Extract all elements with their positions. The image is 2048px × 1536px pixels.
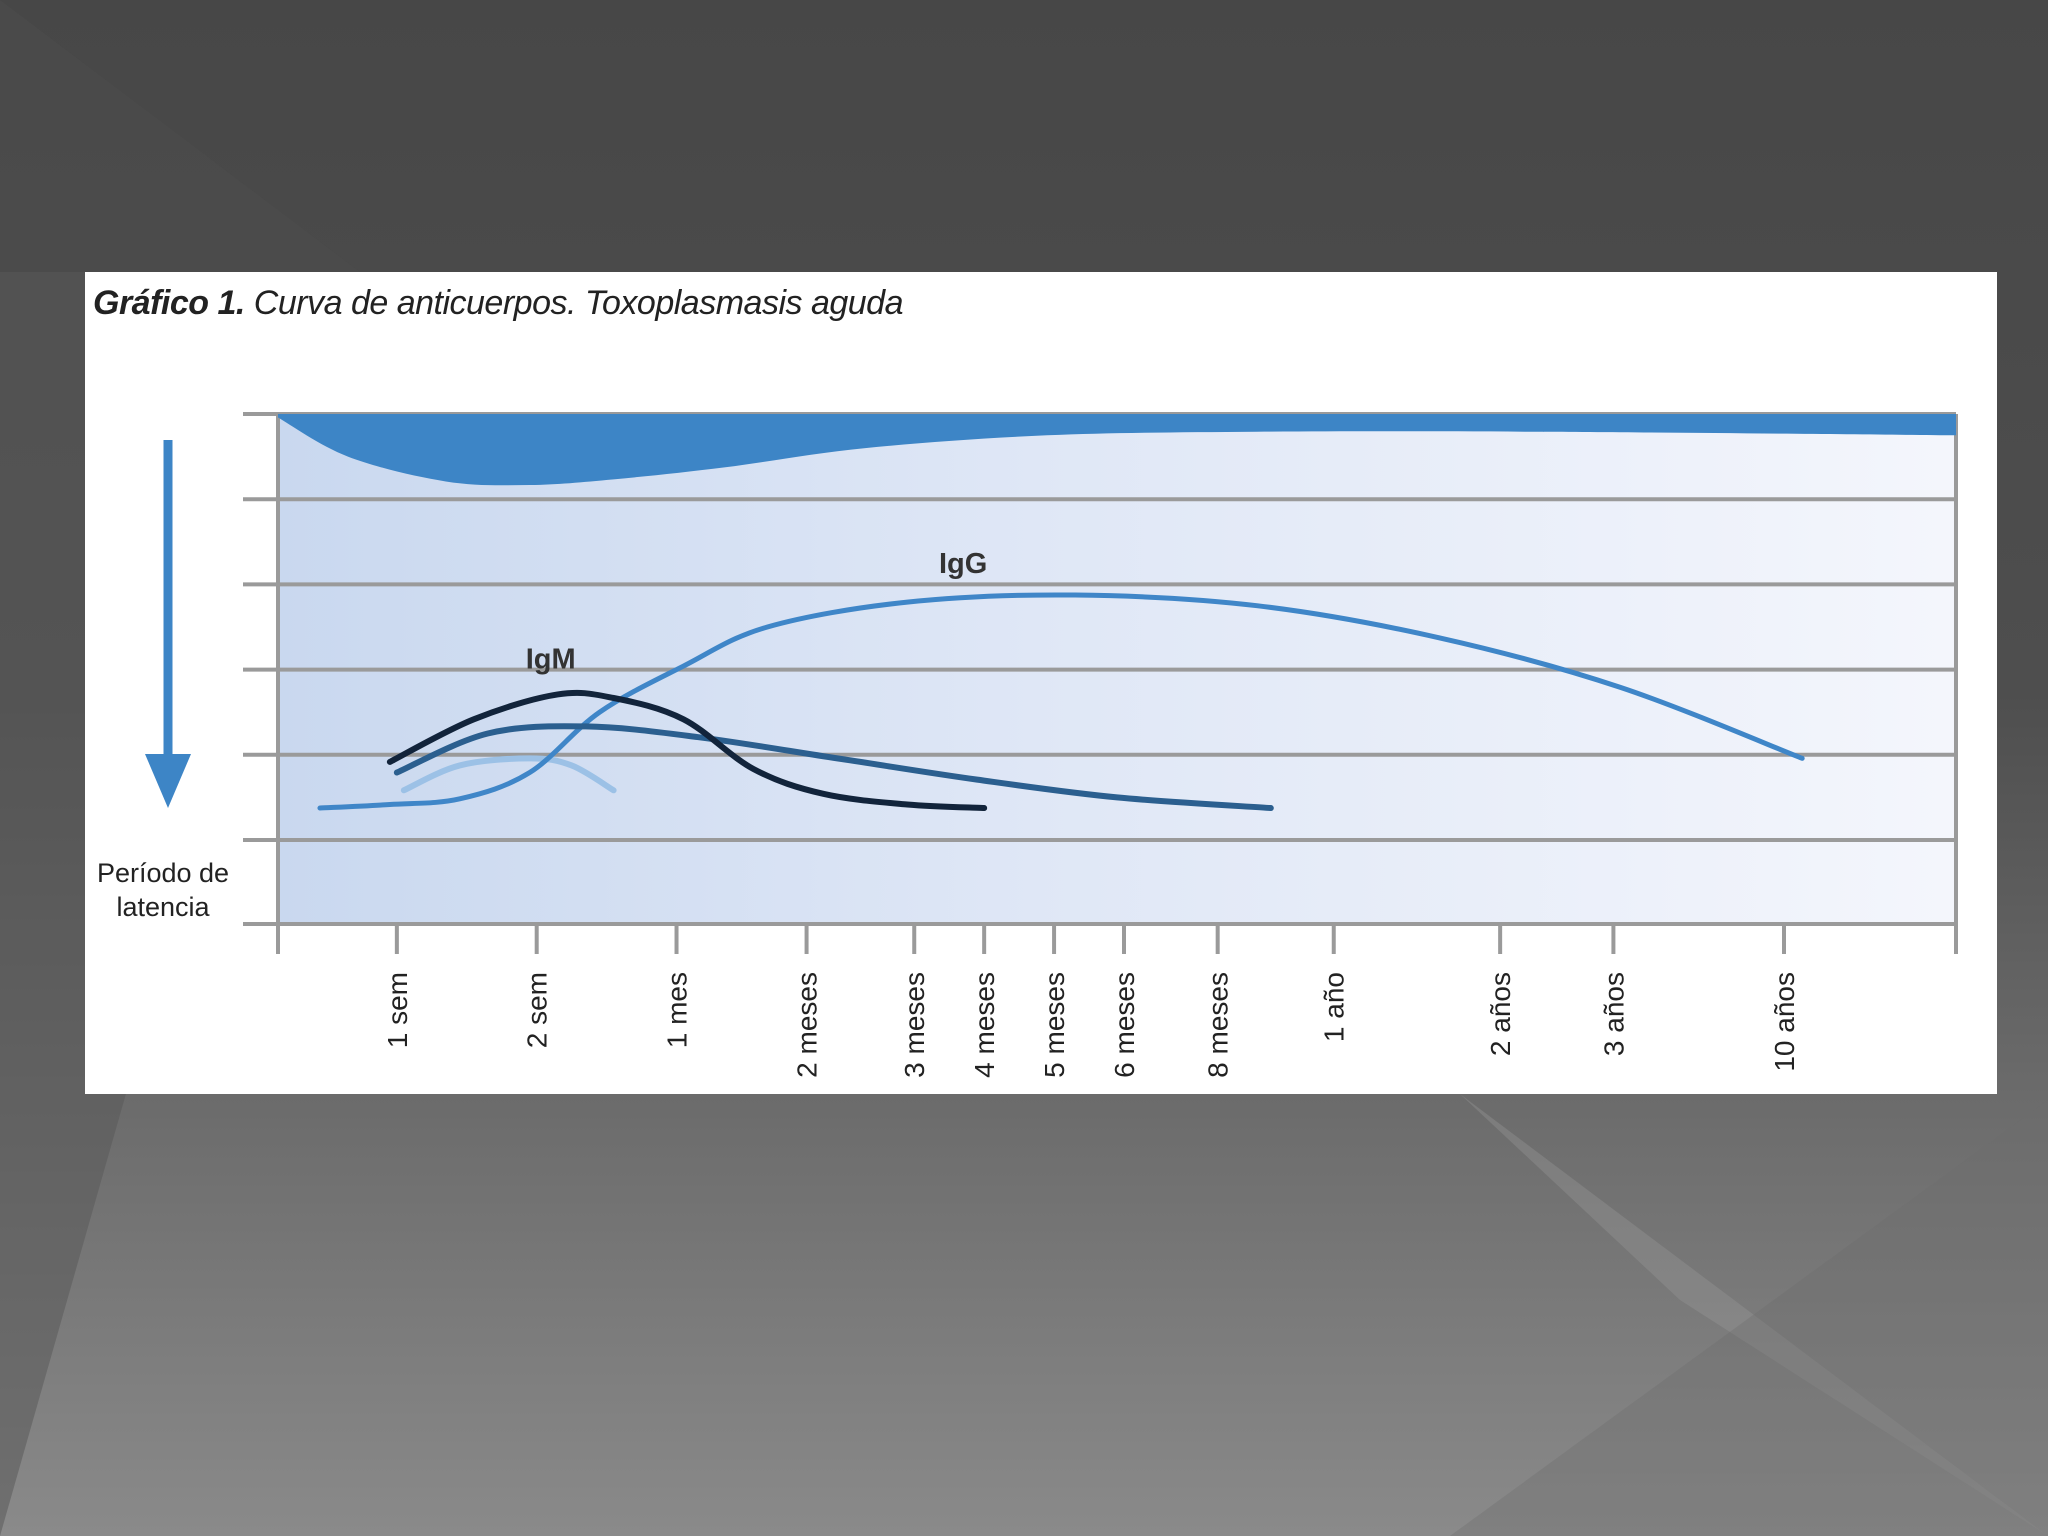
x-tick-label: 8 meses [1203, 972, 1234, 1078]
x-tick-label: 1 mes [662, 972, 693, 1048]
x-tick-label: 2 años [1485, 972, 1516, 1056]
x-tick-label: 4 meses [969, 972, 1000, 1078]
series-line-igg [317, 592, 1805, 811]
series-line-igm-light [400, 755, 617, 794]
series-line-igm-medium [393, 723, 1274, 812]
x-tick-label: 5 meses [1039, 972, 1070, 1078]
series-line-igm [386, 689, 988, 812]
latency-label-line-1: Período de [97, 858, 229, 888]
chart-title-number: Gráfico 1. [93, 284, 245, 322]
x-axis: 1 sem 2 sem 1 mes 2 meses 3 meses 4 meses 5 me… [382, 924, 1800, 1078]
x-tick-label: 1 año [1319, 972, 1350, 1042]
igm-label: IgM [526, 643, 576, 675]
latency-label-line-2: latencia [116, 892, 210, 922]
latency-annotation: Período de latencia [97, 440, 229, 922]
down-arrow-head-icon [145, 754, 191, 808]
x-tick-label: 6 meses [1109, 972, 1140, 1078]
chart-title-text: Curva de anticuerpos. Toxoplasmasis agud… [253, 284, 904, 322]
igg-label: IgG [939, 548, 987, 580]
chart-title: Gráfico 1. Curva de anticuerpos. Toxopla… [93, 284, 904, 323]
top-band-area [278, 414, 1956, 486]
x-tick-label: 2 meses [792, 972, 823, 1078]
x-tick-label: 10 años [1769, 972, 1800, 1072]
chart-panel: 1 sem 2 sem 1 mes 2 meses 3 meses 4 meses 5 me… [85, 272, 1997, 1094]
x-tick-label: 3 años [1598, 972, 1629, 1056]
chart: 1 sem 2 sem 1 mes 2 meses 3 meses 4 meses 5 me… [97, 412, 1958, 1078]
x-tick-label: 3 meses [899, 972, 930, 1078]
x-tick-label: 1 sem [382, 972, 413, 1048]
x-tick-label: 2 sem [522, 972, 553, 1048]
series-group: IgG IgM [317, 548, 1805, 812]
